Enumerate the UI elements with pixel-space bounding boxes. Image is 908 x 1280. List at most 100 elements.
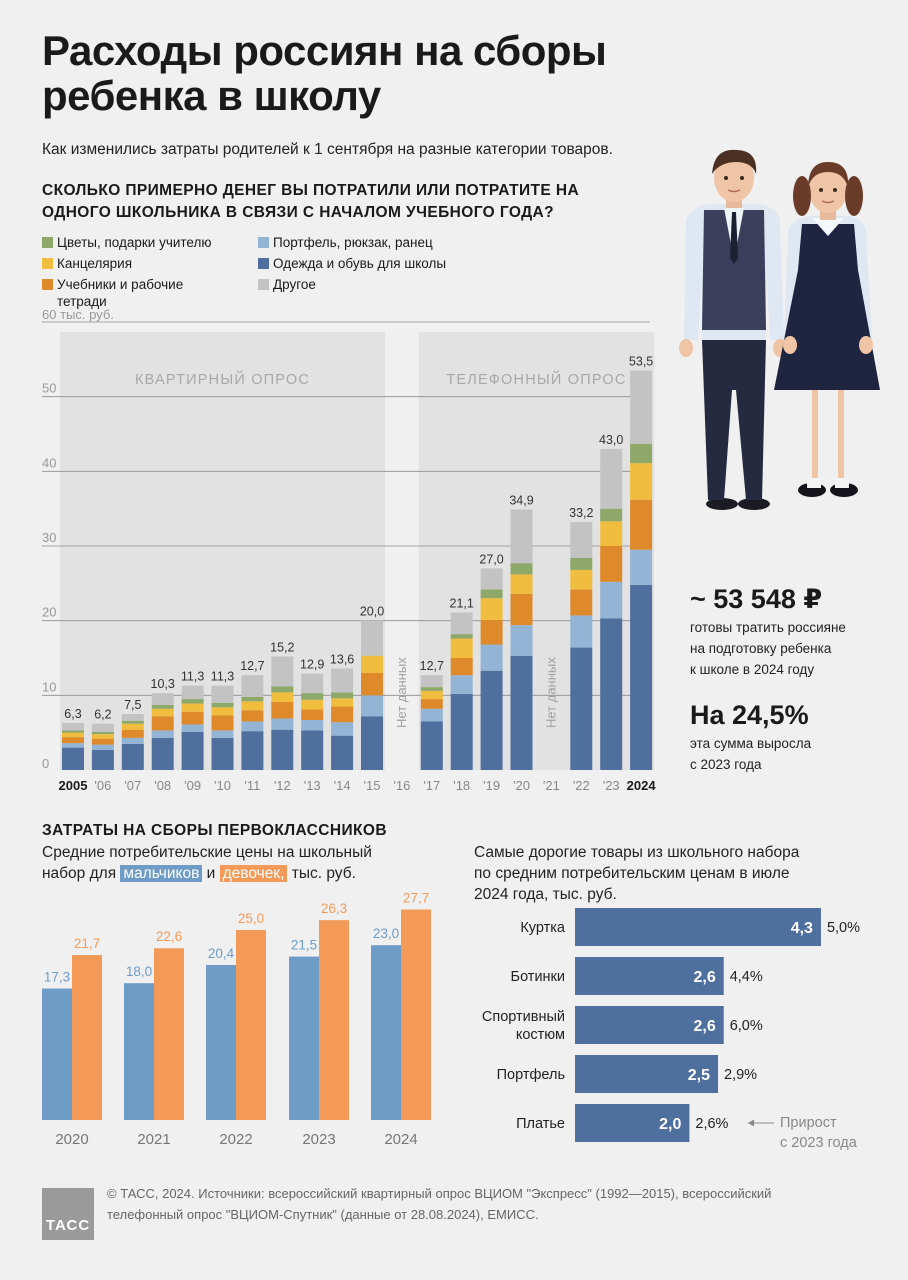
bar-textbooks-9 — [331, 706, 354, 723]
bar-other-15 — [510, 509, 533, 564]
no-data-label-16: Нет данных — [543, 657, 558, 728]
tp-category-2-line-1: Спортивный — [482, 1009, 565, 1025]
tp-value-1: 2,6 — [693, 969, 715, 986]
bar-other-14 — [480, 568, 503, 590]
legend-column-1: Цветы, подарки учителю Канцелярия Учебни… — [42, 234, 252, 314]
bar-textbooks-12 — [420, 699, 443, 709]
x-tick-1: '06 — [94, 778, 111, 793]
bar-clothing-15 — [510, 655, 533, 770]
tp-growth-4: 2,6% — [695, 1116, 728, 1132]
bar-backpack-18 — [600, 581, 623, 619]
bar-clothing-2 — [121, 743, 144, 770]
schoolgirl-figure — [774, 162, 880, 497]
x-tick-7: '12 — [274, 778, 291, 793]
total-label-1: 6,2 — [94, 708, 111, 722]
fc-bar-girls-2023 — [319, 920, 349, 1120]
bar-backpack-6 — [241, 721, 264, 732]
x-tick-9: '14 — [334, 778, 351, 793]
x-tick-14: '19 — [483, 778, 500, 793]
legend-item-clothing: Одежда и обувь для школы — [258, 255, 518, 272]
bar-backpack-3 — [151, 730, 174, 738]
total-label-10: 20,0 — [360, 605, 384, 619]
total-spending-stat: ~ 53 548 ₽ готовы тратить россияне на по… — [690, 584, 900, 680]
total-label-18: 43,0 — [599, 433, 623, 447]
y-tick-0: 0 — [42, 756, 49, 771]
legend-swatch-textbooks — [42, 279, 53, 290]
bar-backpack-12 — [420, 708, 443, 722]
bar-stationery-9 — [331, 698, 354, 707]
fc-label-girls-2023: 26,3 — [321, 901, 347, 916]
fc-label-girls-2021: 22,6 — [156, 929, 182, 944]
bar-textbooks-18 — [600, 546, 623, 582]
bar-other-2 — [121, 714, 144, 721]
bar-stationery-3 — [151, 708, 174, 717]
tp-growth-0: 5,0% — [827, 920, 860, 936]
bar-textbooks-3 — [151, 716, 174, 731]
fc-bar-boys-2020 — [42, 988, 72, 1120]
bar-other-0 — [62, 722, 84, 731]
total-label-5: 11,3 — [211, 670, 234, 684]
y-tick-40: 40 — [42, 455, 56, 470]
total-label-6: 12,7 — [240, 659, 264, 673]
x-tick-5: '10 — [214, 778, 231, 793]
fc-label-boys-2023: 21,5 — [291, 938, 317, 953]
total-label-4: 11,3 — [181, 670, 204, 684]
y-tick-50: 50 — [42, 381, 56, 396]
growth-desc-1: эта сумма выросла — [690, 736, 812, 751]
tp-bar-2 — [575, 1006, 724, 1044]
bar-clothing-5 — [211, 737, 234, 770]
growth-desc-2: с 2023 года — [690, 757, 762, 772]
period-label-1: КВАРТИРНЫЙ ОПРОС — [135, 370, 310, 388]
fc-year-2021: 2021 — [137, 1131, 170, 1148]
total-spending-desc-3: к школе в 2024 году — [690, 662, 815, 677]
bar-flowers-9 — [331, 692, 354, 699]
fc-bar-girls-2021 — [154, 948, 184, 1120]
legend-item-backpack: Портфель, рюкзак, ранец — [258, 234, 518, 251]
fc-label-boys-2021: 18,0 — [126, 964, 152, 979]
legend-swatch-flowers — [42, 237, 53, 248]
bar-other-7 — [271, 656, 294, 687]
main-chart-title: СКОЛЬКО ПРИМЕРНО ДЕНЕГ ВЫ ПОТРАТИЛИ ИЛИ … — [42, 182, 580, 221]
tp-value-4: 2,0 — [659, 1116, 681, 1133]
girls-highlight: девочек, — [219, 865, 288, 882]
fc-label-girls-2020: 21,7 — [74, 936, 100, 951]
bar-flowers-13 — [450, 634, 473, 639]
bar-textbooks-0 — [62, 737, 84, 744]
fc-label-girls-2022: 25,0 — [238, 911, 264, 926]
fc-bar-girls-2024 — [401, 909, 431, 1120]
bar-backpack-2 — [121, 737, 144, 744]
bar-flowers-17 — [570, 557, 593, 570]
bar-other-10 — [361, 620, 383, 656]
total-spending-amount: ~ 53 548 ₽ — [690, 584, 823, 614]
bar-stationery-4 — [181, 703, 204, 712]
bar-textbooks-1 — [91, 738, 114, 745]
bar-textbooks-2 — [121, 729, 144, 738]
fc-year-2024: 2024 — [384, 1131, 417, 1148]
tp-category-3: Портфель — [497, 1067, 565, 1083]
schoolboy-figure — [679, 149, 787, 510]
fc-label-girls-2024: 27,7 — [403, 890, 429, 905]
bar-backpack-17 — [570, 615, 593, 648]
bar-backpack-7 — [271, 718, 294, 730]
bar-clothing-6 — [241, 731, 264, 770]
bar-other-17 — [570, 522, 593, 558]
bar-other-13 — [450, 612, 473, 635]
fc-bar-boys-2021 — [124, 983, 154, 1120]
total-label-8: 12,9 — [300, 658, 324, 672]
tp-category-1: Ботинки — [511, 969, 565, 985]
tp-growth-2: 6,0% — [730, 1018, 763, 1034]
bar-textbooks-10 — [361, 672, 383, 696]
bar-clothing-13 — [450, 693, 473, 770]
bar-flowers-7 — [271, 686, 294, 693]
bar-stationery-1 — [91, 734, 114, 739]
schoolchildren-illustration — [679, 149, 880, 510]
bar-backpack-9 — [331, 722, 354, 736]
boys-highlight: мальчиков — [120, 865, 203, 882]
total-spending-desc-2: на подготовку ребенка — [690, 641, 832, 656]
bar-flowers-1 — [91, 731, 114, 735]
bar-backpack-5 — [211, 730, 234, 738]
bar-other-3 — [151, 693, 174, 706]
bar-stationery-6 — [241, 701, 264, 711]
first-class-sub-line-2: набор для мальчиков и девочек, тыс. руб. — [42, 865, 356, 882]
bar-textbooks-6 — [241, 710, 264, 722]
